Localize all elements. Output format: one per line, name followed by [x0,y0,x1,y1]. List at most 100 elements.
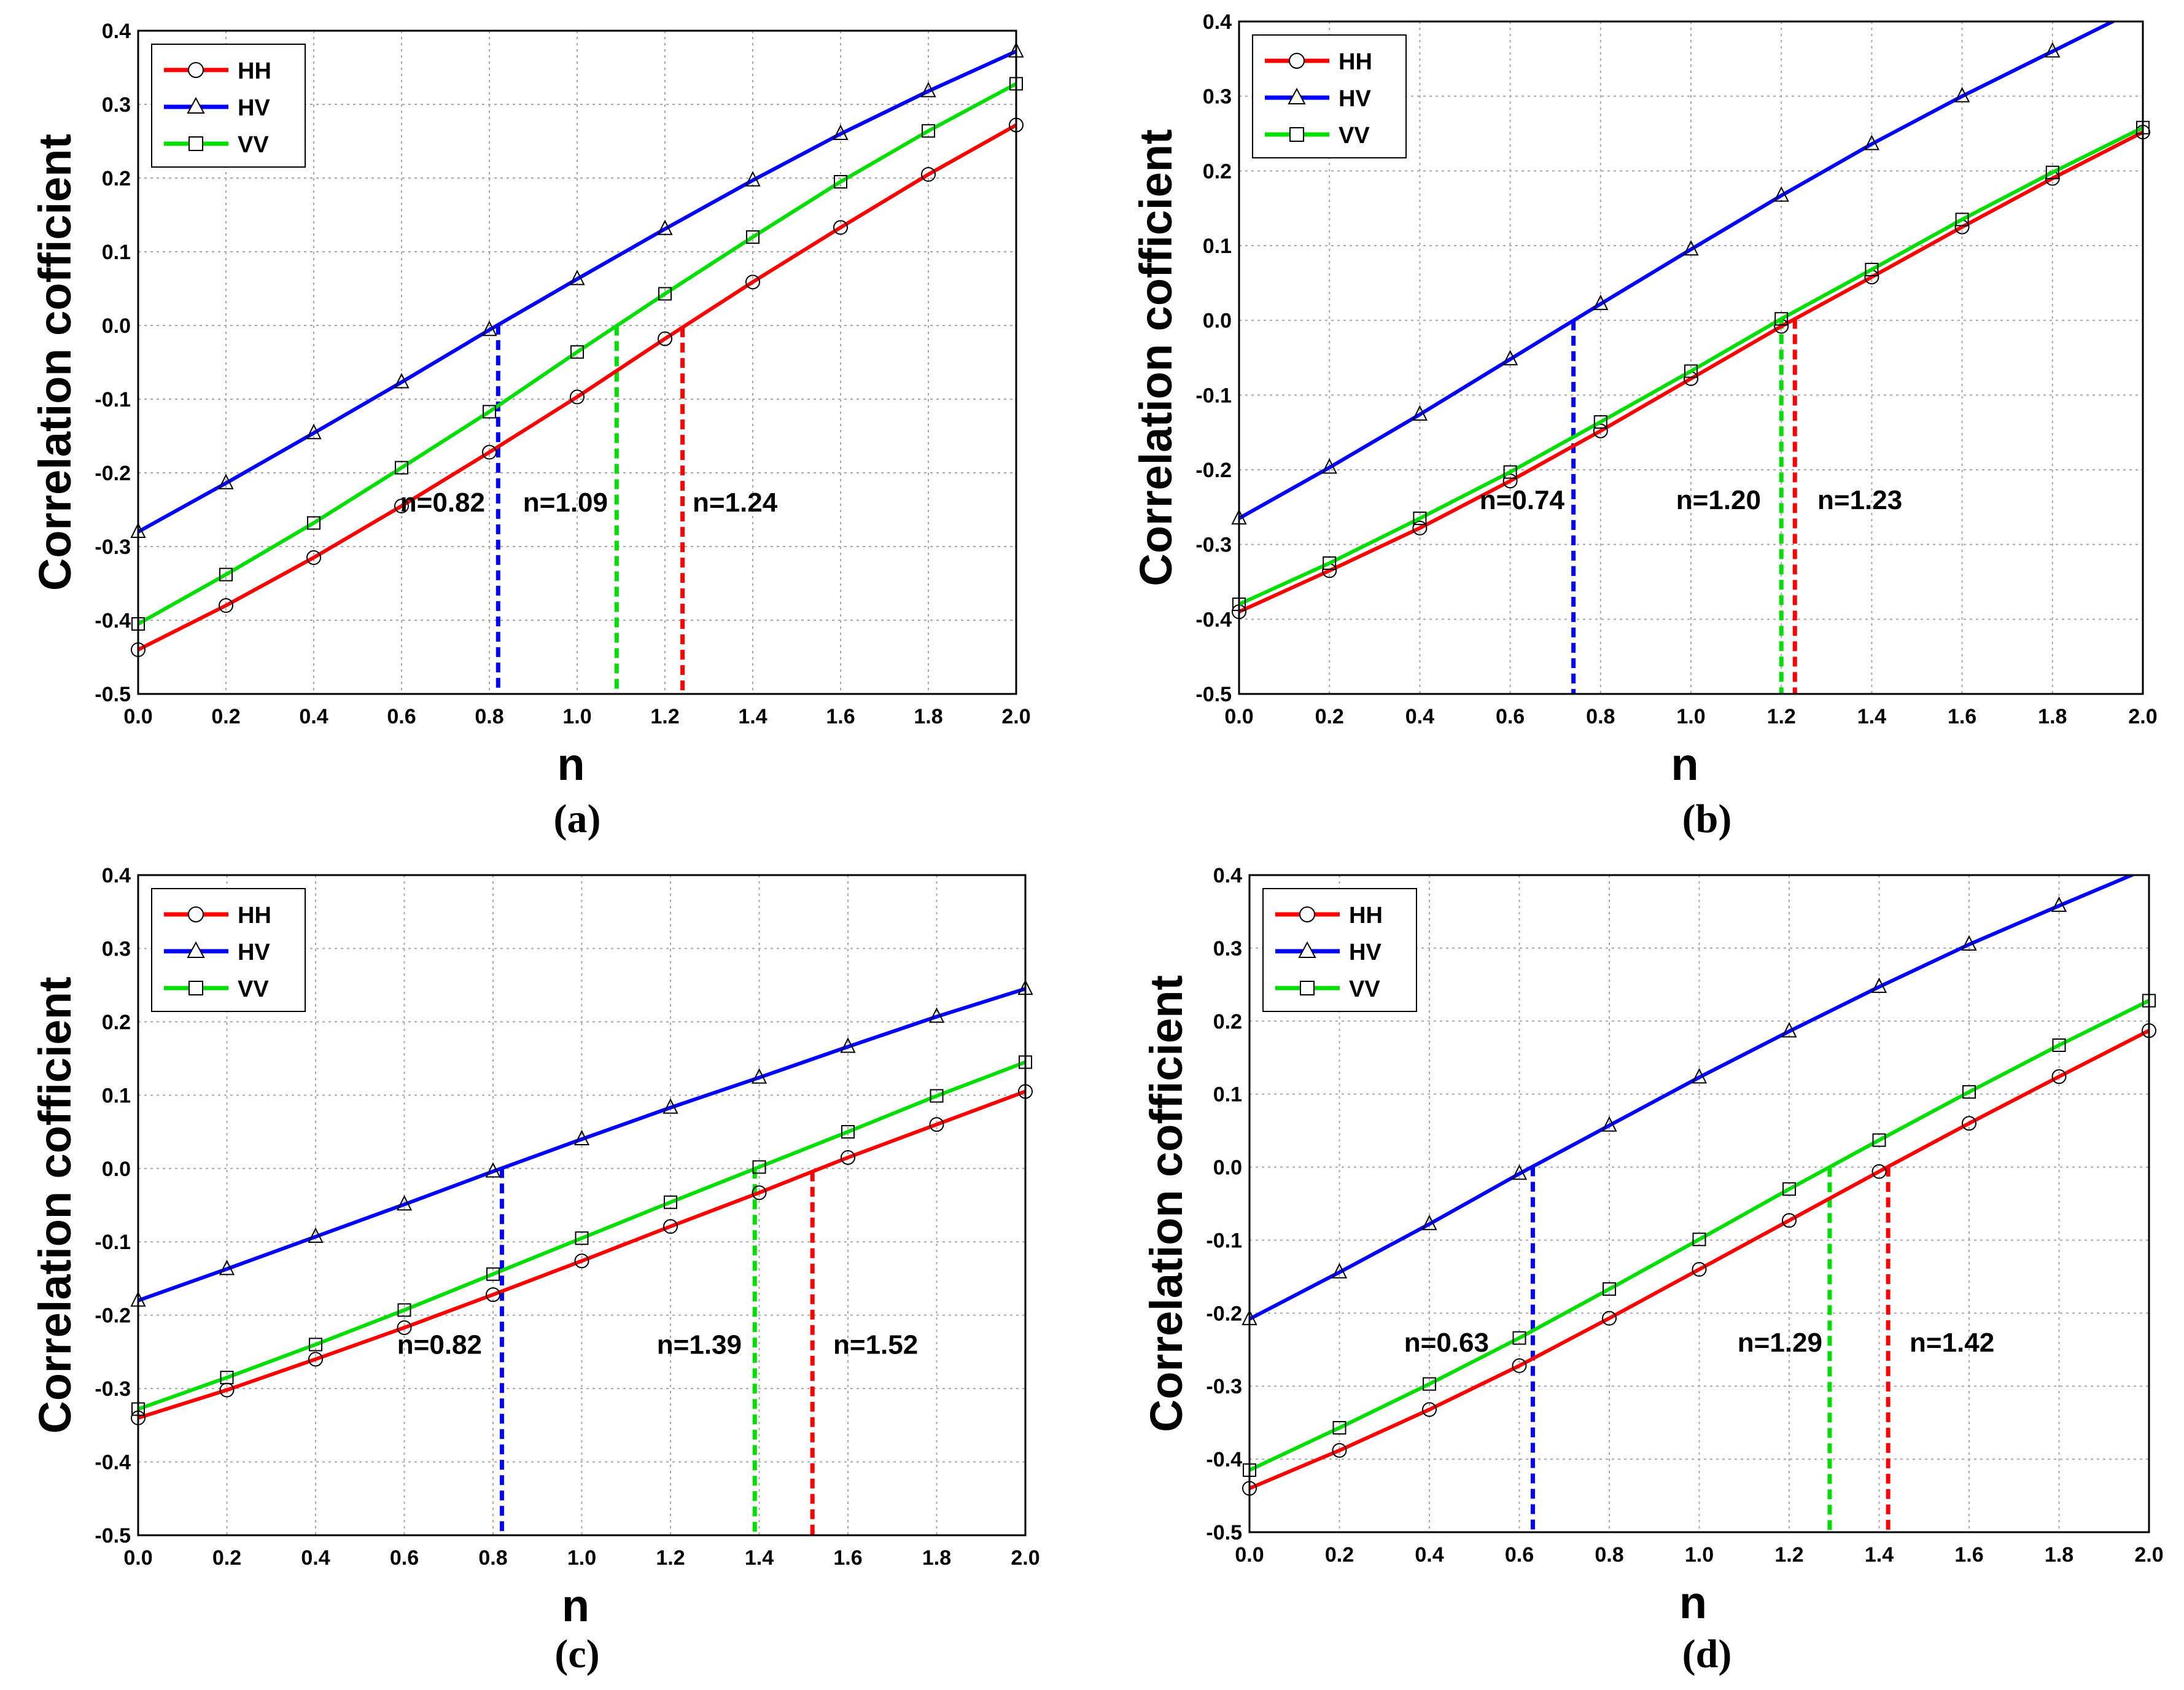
series-line-hh [138,1089,1025,1420]
crossing-label-hh: n=1.52 [833,1330,918,1360]
crossing-label-hv: n=0.63 [1404,1328,1489,1358]
data-point-vv [1955,212,1969,227]
legend-label-hh: HH [1349,903,1383,929]
chart-panel-a: 0.0 0.2 0.4 0.6 0.8 1.0 1.2 1.4 1.6 1.8 2.0 -0.5 -0.… [29,20,1031,841]
y-tick-label: -0.4 [95,609,131,633]
x-tick-label: 1.2 [1774,1543,1803,1567]
data-point-hh [1782,1213,1797,1228]
data-point-hv [928,1007,945,1023]
data-point-hv [485,1162,501,1178]
y-tick-label: 0.4 [1213,864,1242,887]
data-point-hh [663,1219,678,1234]
y-tick-label: -0.4 [95,1451,131,1474]
panel-caption: (b) [1682,796,1732,841]
data-point-hh [1502,473,1518,489]
data-point-hh [1871,1164,1887,1179]
data-point-vv [395,461,408,475]
legend-label-hv: HV [238,940,270,965]
series-line-hh [138,123,1016,652]
x-tick-label: 0.2 [1315,705,1344,728]
data-point-hv [569,270,585,286]
chart-panel-d: 0.0 0.2 0.4 0.6 0.8 1.0 1.2 1.4 1.6 1.8 2.0 -0.5 -0.… [1141,864,2164,1676]
data-point-hv [394,373,410,389]
series-line-vv [138,1060,1025,1411]
legend-label-vv: VV [238,976,269,1002]
y-tick-label: 0.0 [1203,310,1232,333]
y-tick-label: -0.5 [95,683,131,706]
crossing-label-vv: n=1.09 [523,488,608,518]
y-tick-label: -0.2 [95,462,131,485]
x-tick-label: 0.2 [212,1546,241,1570]
y-tick-label: -0.1 [1206,1229,1242,1252]
data-point-vv [309,1338,322,1352]
data-point-hv [1511,1164,1528,1180]
legend-label-hv: HV [1349,940,1382,965]
legend-marker-hv [187,941,205,958]
y-tick-label: 0.2 [102,1011,131,1034]
data-point-hv [1421,1215,1437,1231]
x-tick-label: 2.0 [2134,1543,2163,1567]
data-point-vv [1503,465,1517,479]
y-tick-label: 0.4 [102,20,131,43]
x-tick-label: 2.0 [1001,705,1030,728]
y-tick-label: 0.1 [102,241,131,264]
y-tick-label: -0.3 [1206,1375,1242,1398]
x-tick-label: 1.6 [826,705,855,728]
series-line-hh [1239,130,2143,613]
y-axis-label: Correlation cofficient [29,976,80,1433]
data-point-hh [570,389,585,405]
crossing-label-hv: n=0.82 [397,1330,482,1360]
x-tick-label: 0.8 [478,1546,507,1570]
crossing-label-hh: n=1.24 [693,488,778,518]
series-line-vv [138,82,1016,626]
x-tick-label: 0.0 [123,705,152,728]
data-point-hv [2045,42,2061,58]
y-tick-label: 0.3 [102,93,131,117]
data-point-hv [1502,349,1518,365]
panel-caption: (c) [554,1632,599,1676]
x-tick-label: 1.4 [1857,705,1886,728]
data-point-hv [833,124,849,140]
y-tick-label: -0.4 [1195,608,1232,631]
crossing-label-hh: n=1.42 [1910,1328,1994,1358]
data-point-hv [1593,294,1609,310]
series-line-hv [1249,875,2137,1321]
y-tick-label: -0.4 [1206,1448,1242,1471]
data-point-vv [746,230,760,244]
legend-label-vv: VV [1349,976,1380,1002]
data-point-vv [570,345,584,359]
data-point-hv [1683,239,1699,256]
legend-marker-vv [188,136,203,151]
data-point-hv [1954,87,1970,103]
y-tick-label: -0.1 [95,388,131,411]
data-point-vv [486,1267,500,1281]
legend-marker-hv [1288,87,1306,104]
legend-label-hh: HH [1339,49,1372,75]
x-tick-label: 1.0 [1676,705,1705,728]
data-point-hv [1691,1068,1708,1084]
y-axis-label: Correlation cofficient [1141,975,1192,1432]
data-point-hh [1593,423,1608,438]
crossing-label-vv: n=1.29 [1738,1328,1822,1358]
legend-marker-vv [1289,127,1304,142]
data-point-vv [2052,1038,2066,1053]
crossing-label-hv: n=0.82 [400,488,485,518]
data-point-hh [658,331,672,346]
legend-marker-hv [1298,941,1316,958]
series-line-vv [1239,126,2143,606]
data-point-hh [486,1287,500,1303]
data-point-hh [308,1352,323,1367]
data-point-vv [1872,1133,1886,1147]
crossing-label-hh: n=1.23 [1817,485,1902,515]
data-point-vv [664,1195,677,1209]
y-tick-label: -0.3 [1195,534,1232,557]
y-axis-label: Correlation cofficient [1130,129,1181,586]
data-point-hh [1412,520,1428,535]
legend-label-vv: VV [238,132,269,158]
y-tick-label: 0.2 [1213,1010,1242,1034]
data-point-hv [573,1129,590,1145]
x-tick-label: 1.6 [1954,1543,1983,1567]
x-tick-label: 0.0 [123,1546,152,1570]
x-tick-label: 0.8 [475,705,503,728]
crossing-label-vv: n=1.20 [1676,485,1761,515]
